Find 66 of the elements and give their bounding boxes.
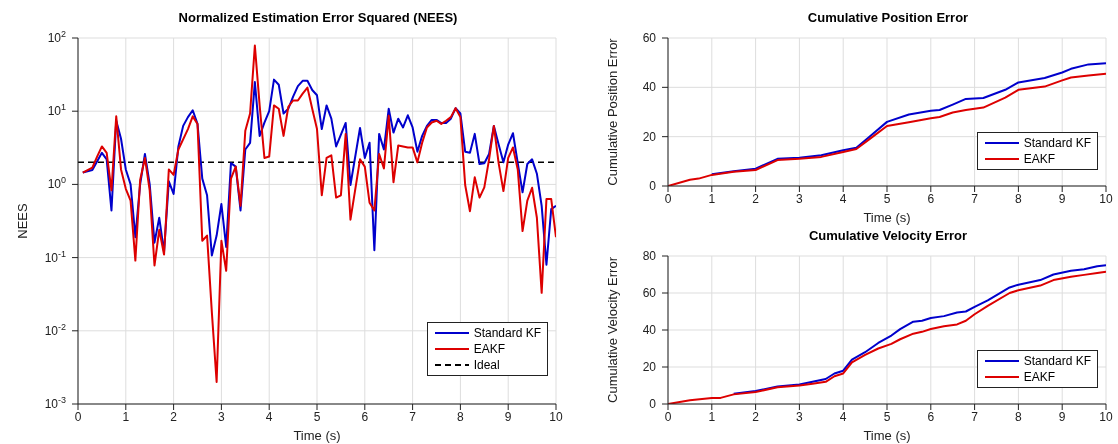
x-axis-title: Time (s)	[863, 428, 911, 443]
x-axis-title: Time (s)	[863, 210, 911, 225]
x-tick-label: 7	[971, 191, 979, 206]
line-series	[710, 62, 1106, 176]
x-tick-label: 4	[839, 191, 847, 206]
y-tick-label: 0	[649, 179, 657, 193]
x-tick-label: 3	[218, 409, 226, 424]
y-tick-label: 80	[642, 249, 657, 263]
x-tick-label: 3	[796, 409, 804, 424]
x-tick-label: 6	[927, 409, 935, 424]
x-tick-label: 8	[1015, 409, 1023, 424]
y-tick-label: 40	[642, 323, 657, 337]
x-tick-label: 9	[504, 409, 512, 424]
x-tick-label: 9	[1058, 409, 1066, 424]
x-tick-label: 3	[796, 191, 804, 206]
y-tick-label: 10$^{-1}$	[44, 248, 66, 265]
x-tick-label: 0	[664, 191, 672, 206]
x-tick-label: 5	[883, 191, 891, 206]
x-tick-label: 6	[361, 409, 369, 424]
y-tick-label: 10$^{1}$	[47, 102, 66, 119]
x-tick-label: 2	[752, 409, 760, 424]
legend-label: Standard KF	[473, 326, 541, 340]
y-tick-label: 60	[642, 286, 657, 300]
y-tick-label: 10$^{-3}$	[44, 395, 66, 411]
x-axis-title: Time (s)	[293, 428, 341, 443]
y-axis-title: Cumulative Velocity Error	[604, 256, 620, 403]
y-tick-label: 0	[649, 397, 657, 411]
legend-label: Ideal	[473, 358, 500, 372]
legend-label: EAKF	[1023, 370, 1055, 384]
y-axis-title: Cumulative Position Error	[604, 37, 620, 186]
legend-label: EAKF	[1023, 152, 1055, 166]
legend-label: Standard KF	[1023, 354, 1091, 368]
chart-title: Cumulative Position Error	[806, 9, 970, 27]
x-tick-label: 10	[1099, 191, 1113, 206]
chart-title: Cumulative Velocity Error	[807, 227, 969, 245]
x-tick-label: 7	[971, 409, 979, 424]
y-tick-label: 10$^{-2}$	[44, 321, 66, 338]
x-tick-label: 10	[549, 409, 563, 424]
x-tick-label: 10	[1099, 409, 1113, 424]
x-tick-label: 2	[170, 409, 178, 424]
y-tick-label: 10$^{0}$	[47, 175, 66, 192]
legend-label: EAKF	[473, 342, 505, 356]
x-tick-label: 6	[927, 191, 935, 206]
x-tick-label: 0	[664, 409, 672, 424]
x-tick-label: 1	[708, 191, 716, 206]
legend-label: Standard KF	[1023, 136, 1091, 150]
x-tick-label: 1	[122, 409, 130, 424]
y-tick-label: 20	[642, 360, 657, 374]
x-tick-label: 4	[839, 409, 847, 424]
x-tick-label: 2	[752, 191, 760, 206]
x-tick-label: 8	[1015, 191, 1023, 206]
line-series	[81, 44, 556, 383]
x-tick-label: 5	[883, 409, 891, 424]
y-tick-label: 40	[642, 80, 657, 95]
chart-title: Normalized Estimation Error Squared (NEES)	[177, 9, 459, 27]
y-axis-title: NEES	[14, 202, 30, 239]
y-tick-label: 60	[642, 31, 657, 45]
x-tick-label: 8	[457, 409, 465, 424]
x-tick-label: 7	[409, 409, 417, 424]
y-tick-label: 20	[642, 129, 657, 144]
x-tick-label: 4	[265, 409, 273, 424]
x-tick-label: 1	[708, 409, 716, 424]
y-tick-label: 10$^{2}$	[47, 29, 66, 45]
x-tick-label: 9	[1058, 191, 1066, 206]
x-tick-label: 5	[313, 409, 321, 424]
x-tick-label: 0	[74, 409, 82, 424]
